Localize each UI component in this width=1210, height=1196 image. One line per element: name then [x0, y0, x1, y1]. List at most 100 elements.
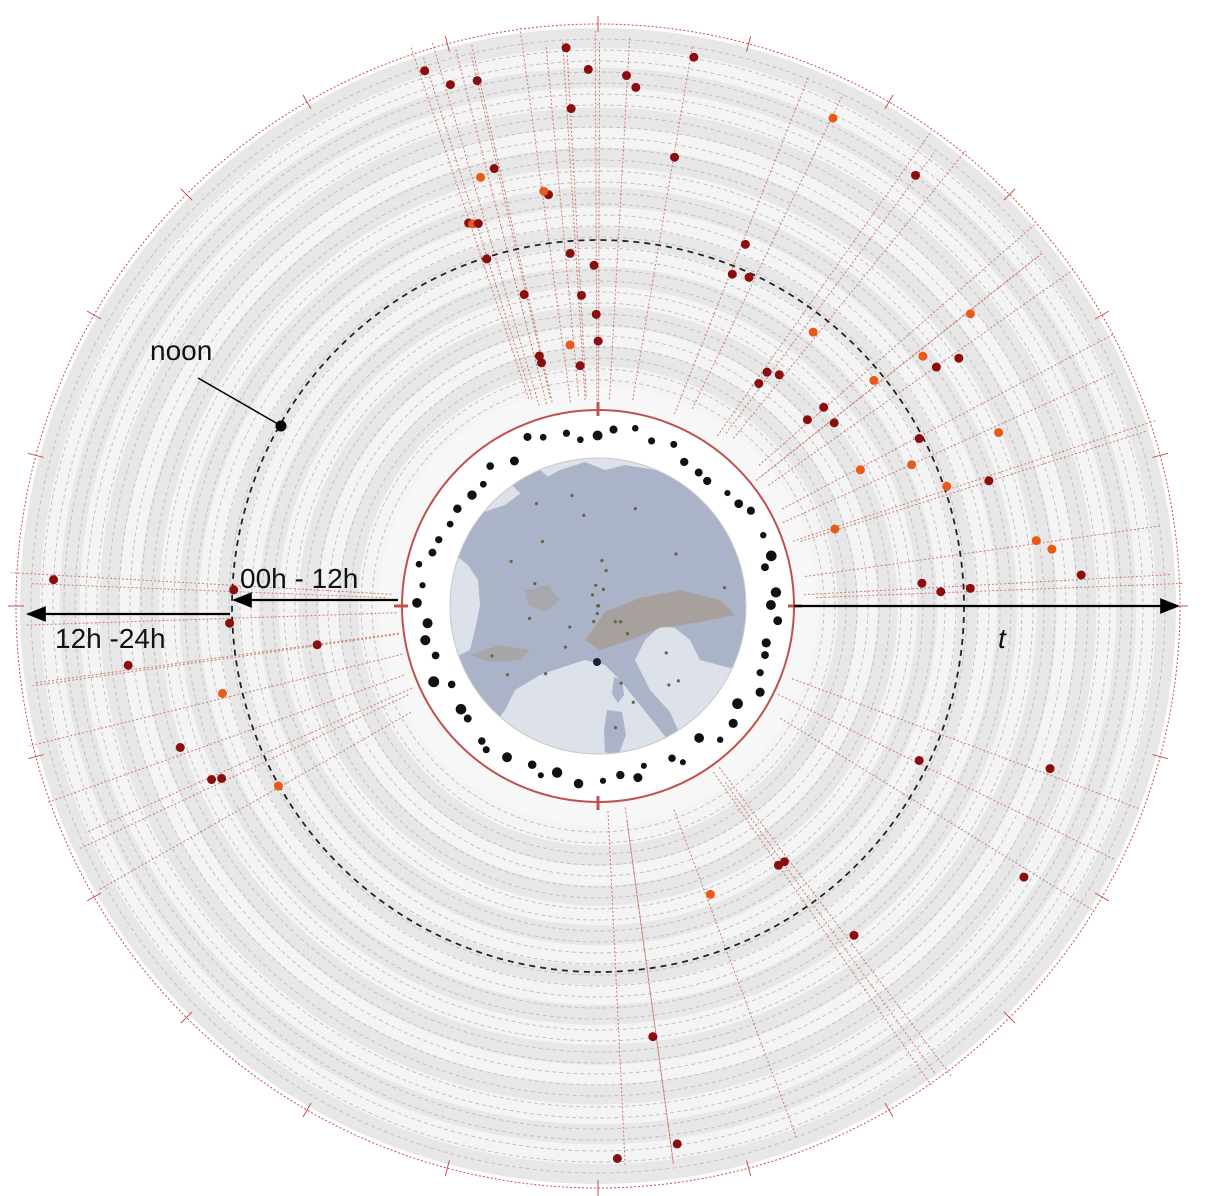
event-dot	[942, 481, 952, 491]
event-ray	[791, 678, 1140, 809]
event-dot	[849, 930, 859, 940]
event-ray	[26, 612, 397, 626]
event-dot	[802, 415, 812, 425]
event-dot	[566, 104, 576, 114]
outer-tick	[746, 35, 752, 52]
station-marker	[761, 563, 769, 572]
event-ray	[48, 674, 405, 803]
event-dot	[828, 113, 838, 123]
outer-tick	[86, 310, 102, 320]
event-ray	[673, 75, 810, 415]
event-dot	[931, 362, 941, 372]
map-city	[590, 593, 595, 597]
event-ray	[782, 372, 1115, 524]
station-marker	[486, 462, 495, 470]
event-ray	[566, 41, 587, 397]
map-city	[600, 558, 604, 563]
station-marker	[431, 651, 440, 660]
station-marker	[428, 676, 440, 688]
event-dot	[1047, 544, 1057, 554]
event-dot	[482, 254, 492, 264]
event-dot	[830, 524, 840, 534]
station-marker	[732, 698, 743, 710]
station-marker	[668, 754, 676, 762]
event-ray	[816, 582, 1184, 599]
map-city	[664, 651, 668, 655]
station-marker	[523, 432, 532, 441]
event-dot	[631, 82, 641, 92]
outer-tick	[180, 1011, 193, 1024]
station-marker	[412, 597, 422, 608]
station-marker	[694, 468, 703, 477]
map-city	[596, 604, 600, 608]
map-city	[594, 583, 598, 587]
event-dot	[473, 219, 483, 229]
station-marker	[694, 733, 704, 743]
station-marker	[724, 490, 731, 497]
event-ray	[626, 820, 675, 1166]
station-marker	[479, 480, 487, 488]
event-rays	[11, 27, 1184, 1167]
event-dot	[994, 428, 1004, 438]
outer-tick	[180, 188, 193, 201]
station-marker	[631, 425, 639, 432]
map-city	[613, 725, 618, 730]
event-ray	[804, 574, 1171, 596]
station-marker	[435, 536, 443, 544]
event-dot	[740, 239, 750, 249]
event-ray	[454, 47, 547, 405]
map-city	[676, 679, 680, 683]
station-marker	[756, 669, 764, 677]
event-dot	[907, 460, 917, 470]
map-highlight-city	[593, 658, 601, 666]
event-dot	[762, 367, 772, 377]
event-dot	[217, 773, 227, 783]
station-marker	[562, 429, 571, 437]
event-dot	[705, 889, 715, 899]
map-city	[592, 619, 596, 624]
event-dot	[225, 618, 235, 628]
map-city	[604, 569, 608, 573]
station-marker	[537, 772, 544, 779]
event-dot	[621, 71, 631, 81]
outer-tick	[1003, 1011, 1016, 1024]
event-dot	[855, 465, 865, 475]
event-ray	[471, 44, 553, 403]
event-dot	[954, 353, 964, 363]
event-dot	[575, 361, 585, 371]
event-dot	[175, 742, 185, 752]
event-ray	[85, 687, 413, 833]
event-ray	[713, 771, 932, 1086]
map-pyrenees-relief	[470, 645, 530, 662]
event-ray	[609, 36, 631, 400]
map-alps-relief	[585, 590, 735, 650]
event-dot	[1019, 872, 1029, 882]
event-dot	[869, 375, 879, 385]
event-ray	[34, 632, 399, 684]
event-ray	[32, 633, 399, 687]
noon-marker	[275, 420, 287, 432]
map-city	[540, 539, 545, 544]
station-marker	[509, 456, 519, 466]
event-ray	[545, 44, 580, 396]
event-ray	[79, 694, 409, 850]
outer-tick	[1094, 310, 1110, 320]
event-dot	[612, 1153, 622, 1163]
station-marker	[670, 440, 678, 448]
map-city	[533, 582, 537, 586]
event-dot	[1045, 764, 1055, 774]
station-marker	[728, 718, 738, 728]
event-dot	[519, 290, 529, 300]
event-dot	[583, 64, 593, 74]
station-marker	[680, 457, 689, 467]
event-dot	[489, 164, 499, 174]
map-city	[633, 507, 637, 511]
station-marker	[765, 550, 777, 562]
station-marker	[609, 425, 618, 434]
map-city	[570, 494, 574, 498]
station-marker	[502, 752, 512, 763]
station-marker	[734, 499, 744, 509]
event-dot	[537, 358, 547, 368]
event-dot	[591, 309, 601, 319]
outer-tick	[27, 452, 44, 458]
